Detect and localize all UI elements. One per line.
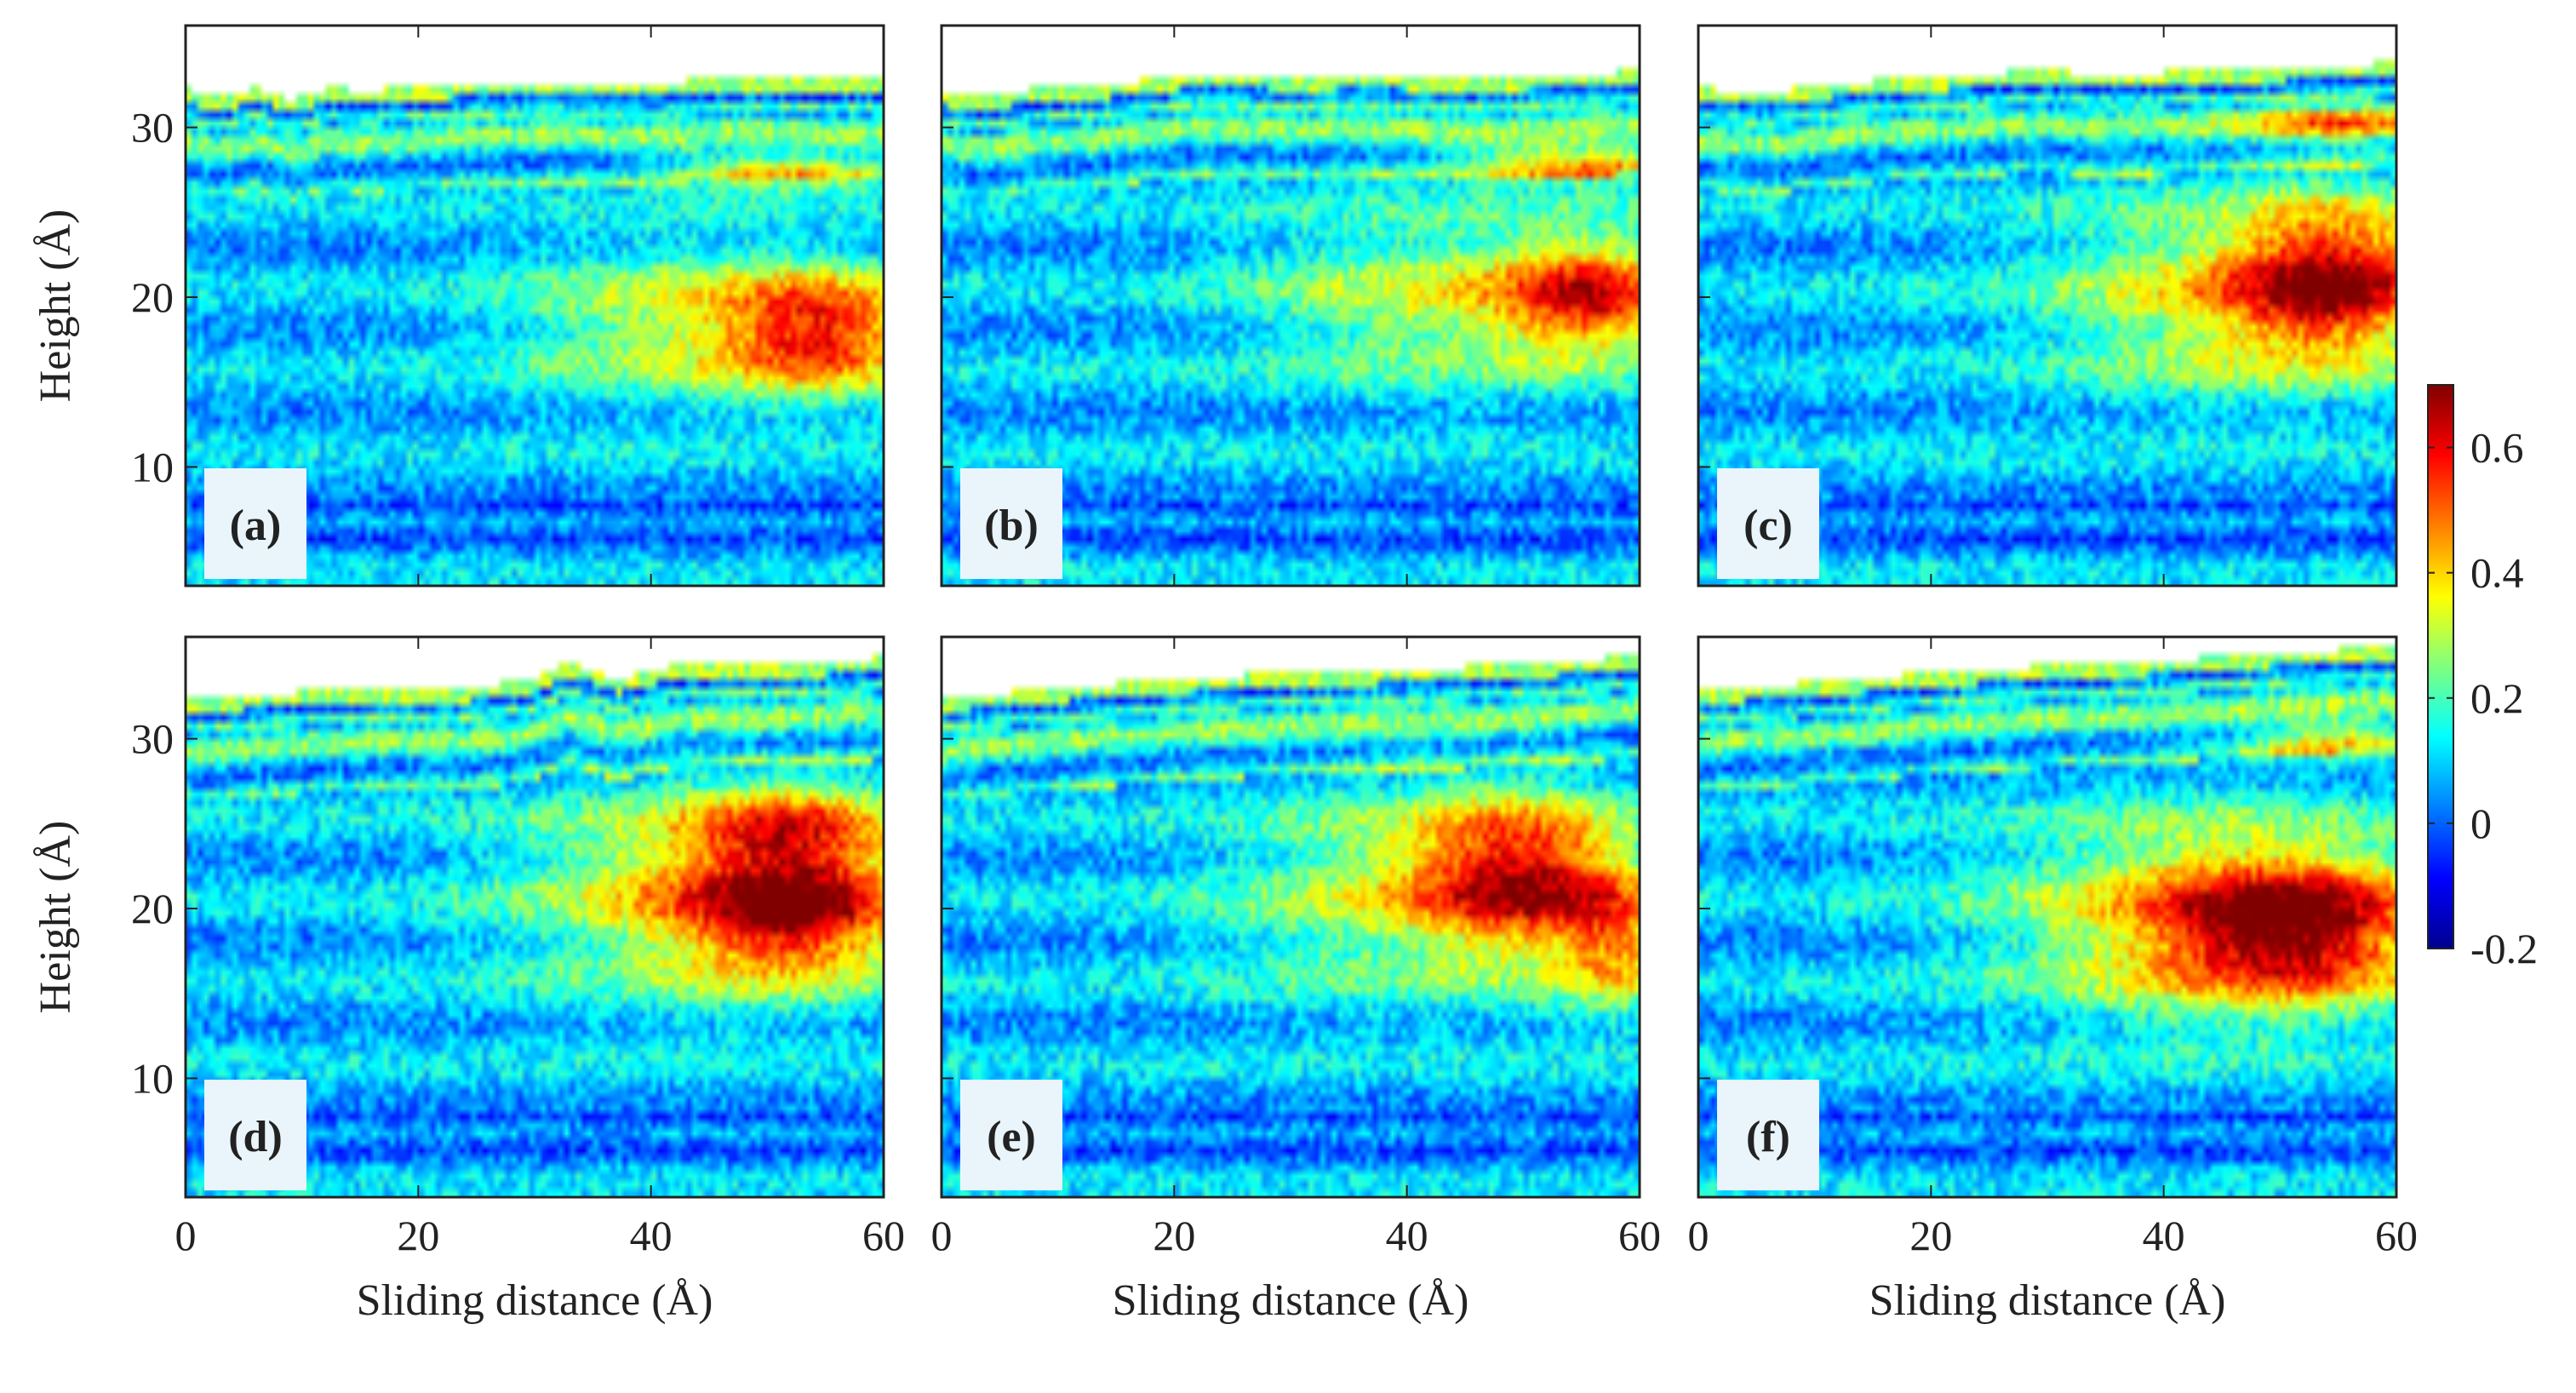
y-tick-label: 30 <box>131 104 174 152</box>
colorbar-gradient <box>2427 384 2454 949</box>
colorbar-tick-label: 0.6 <box>2470 424 2524 472</box>
x-tick-label: 0 <box>175 1212 197 1259</box>
x-tick-label: 20 <box>1153 1212 1195 1259</box>
colorbar-tick-label: -0.2 <box>2470 925 2538 972</box>
panel-a: 10 20 30 (a) Height (Å) <box>31 24 885 588</box>
y-tick-label: 30 <box>131 715 174 763</box>
x-tick-label: 40 <box>1386 1212 1428 1259</box>
plot-frame-e <box>940 635 1641 1199</box>
x-tick-label: 60 <box>2375 1212 2418 1259</box>
plot-frame-b <box>940 24 1641 588</box>
panel-c: (c) <box>1697 24 2398 588</box>
panel-label-box <box>960 468 1062 579</box>
panel-label-box <box>1717 468 1819 579</box>
y-tick-label: 10 <box>131 1054 174 1102</box>
x-tick-label: 20 <box>397 1212 439 1259</box>
y-axis-title: Height (Å) <box>31 821 80 1014</box>
panel-f: 0 20 40 60 (f) Sliding distance (Å) <box>1688 635 2418 1325</box>
x-tick-label: 40 <box>2143 1212 2185 1259</box>
panel-label: (c) <box>1743 502 1793 550</box>
panel-label-box <box>204 468 306 579</box>
panel-label: (e) <box>987 1113 1036 1161</box>
x-axis-title: Sliding distance (Å) <box>357 1276 713 1325</box>
colorbar-tick-label: 0 <box>2470 800 2492 847</box>
x-tick-label: 0 <box>1688 1212 1709 1259</box>
panel-b: (b) <box>940 24 1641 588</box>
panels-group: 10 20 30 (a) Height (Å) (b) (c) 0 20 40 60 10 20 30 (d… <box>31 24 2418 1325</box>
panel-d: 0 20 40 60 10 20 30 (d) Sliding distance (Å) Heig… <box>31 635 905 1325</box>
plot-frame-c <box>1697 24 2398 588</box>
x-axis-title: Sliding distance (Å) <box>1869 1276 2226 1325</box>
y-tick-label: 20 <box>131 885 174 932</box>
plot-frame-d <box>184 635 885 1199</box>
panel-label: (d) <box>228 1113 283 1161</box>
y-axis-title: Height (Å) <box>31 209 80 403</box>
colorbar: -0.2 0 0.2 0.4 0.6 <box>2427 384 2538 972</box>
y-tick-label: 10 <box>131 443 174 490</box>
x-tick-label: 40 <box>630 1212 673 1259</box>
x-tick-label: 20 <box>1909 1212 1952 1259</box>
x-tick-label: 0 <box>931 1212 953 1259</box>
plot-frame-a <box>184 24 885 588</box>
y-tick-label: 20 <box>131 273 174 321</box>
plot-frame-f <box>1697 635 2398 1199</box>
panel-label: (f) <box>1746 1113 1790 1161</box>
x-tick-label: 60 <box>862 1212 905 1259</box>
colorbar-tick-label: 0.2 <box>2470 674 2524 722</box>
panel-label-box <box>960 1080 1062 1190</box>
panel-label: (a) <box>230 502 282 550</box>
x-tick-label: 60 <box>1618 1212 1661 1259</box>
colorbar-tick-label: 0.4 <box>2470 549 2524 597</box>
x-axis-title: Sliding distance (Å) <box>1113 1276 1469 1325</box>
colorbar-ticks: -0.2 0 0.2 0.4 0.6 <box>2428 424 2538 972</box>
panel-label-box <box>1717 1080 1819 1190</box>
panel-e: 0 20 40 60 (e) Sliding distance (Å) <box>931 635 1661 1325</box>
panel-label-box <box>204 1080 306 1190</box>
panel-label: (b) <box>984 502 1039 550</box>
